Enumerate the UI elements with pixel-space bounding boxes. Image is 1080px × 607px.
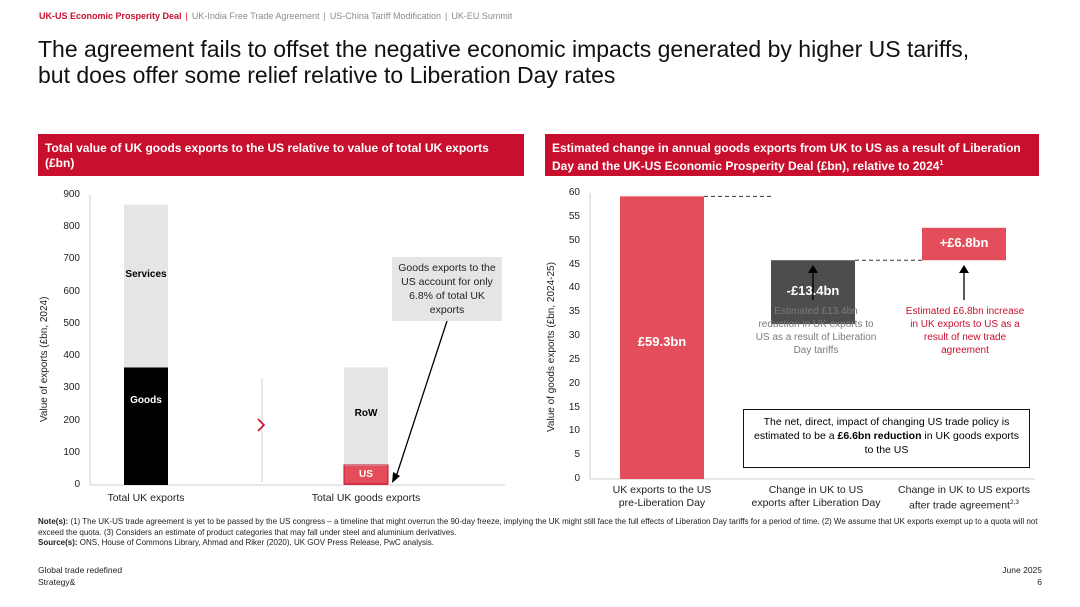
cat-agr-line2: after trade agreement bbox=[908, 499, 1010, 511]
left-callout-pointer bbox=[394, 320, 448, 481]
left-y-tick-label: 800 bbox=[63, 221, 80, 233]
cat-lib-line1: Change in UK to US bbox=[768, 484, 864, 496]
left-segment-label: Services bbox=[125, 269, 167, 281]
cat-pre-line1: UK exports to the US bbox=[612, 484, 712, 496]
left-y-axis-label: Value of exports (£bn, 2024) bbox=[39, 296, 50, 422]
left-y-tick-label: 700 bbox=[63, 253, 80, 265]
left-y-tick-label: 900 bbox=[63, 189, 80, 200]
arrow-up-icon bbox=[808, 265, 818, 273]
left-segment-label: RoW bbox=[354, 407, 378, 419]
right-bar-value-label: £59.3bn bbox=[637, 333, 687, 349]
right-bar-value-label: +£6.8bn bbox=[939, 235, 989, 250]
right-bar-2 bbox=[922, 227, 1006, 261]
footer-doc-title: Global trade redefined bbox=[38, 565, 123, 575]
left-y-tick-label: 200 bbox=[63, 414, 80, 426]
right-y-tick-label: 20 bbox=[568, 377, 580, 389]
right-panel-heading: Estimated change in annual goods exports… bbox=[545, 134, 1039, 176]
left-x-category-total: Total UK exports bbox=[107, 492, 185, 504]
right-y-tick-label: 40 bbox=[568, 282, 580, 294]
right-heading-text: Estimated change in annual goods exports… bbox=[552, 141, 1021, 173]
left-us-highlight bbox=[343, 464, 389, 485]
right-x-category-agreement: Change in UK to US exports after trade a… bbox=[888, 484, 1040, 512]
right-x-category-pre: UK exports to the US pre-Liberation Day bbox=[602, 484, 722, 509]
left-y-tick-label: 100 bbox=[63, 446, 80, 458]
cat-agr-sup: 2,3 bbox=[1009, 498, 1020, 506]
cat-agr-line1: Change in UK to US exports bbox=[898, 484, 1030, 496]
page-title: The agreement fails to offset the negati… bbox=[38, 36, 1048, 88]
notes-text: (1) The UK-US trade agreement is yet to … bbox=[38, 517, 1038, 537]
left-callout: Goods exports to the US account for only… bbox=[392, 257, 502, 321]
left-segment-label: US bbox=[359, 469, 373, 481]
left-y-tick-label: 400 bbox=[63, 350, 80, 362]
summary-post: in UK goods exports to the US bbox=[864, 430, 1019, 456]
right-y-tick-label: 50 bbox=[568, 234, 580, 246]
cat-lib-line2: exports after Liberation Day bbox=[751, 496, 881, 509]
right-y-tick-label: 55 bbox=[568, 210, 580, 222]
title-line-1: The agreement fails to offset the negati… bbox=[38, 36, 970, 62]
sources-label: Source(s): bbox=[38, 538, 78, 547]
left-x-category-goods: Total UK goods exports bbox=[311, 492, 421, 504]
left-bar-us bbox=[344, 465, 388, 485]
summary-pre: The net, direct, impact of changing US t… bbox=[754, 416, 1010, 442]
section-tabs: UK-US Economic Prosperity Deal | UK-India … bbox=[39, 11, 513, 21]
annotation-decrease: Estimated £13.4bn reduction in UK export… bbox=[755, 306, 877, 356]
summary-bold: £6.6bn reduction bbox=[837, 430, 922, 442]
right-y-tick-label: 10 bbox=[568, 425, 580, 437]
left-y-tick-label: 0 bbox=[74, 479, 80, 490]
left-panel-heading: Total value of UK goods exports to the U… bbox=[38, 134, 524, 176]
page-number: 6 bbox=[1037, 577, 1042, 587]
footer-brand: Strategy& bbox=[38, 577, 76, 587]
footnotes: Note(s): (1) The UK-US trade agreement i… bbox=[38, 517, 1038, 549]
right-y-tick-label: 30 bbox=[568, 330, 580, 341]
tab-uk-eu[interactable]: UK-EU Summit bbox=[451, 11, 513, 21]
right-y-tick-label: 45 bbox=[568, 258, 580, 270]
left-bar-services bbox=[124, 204, 168, 368]
chevron-right-icon bbox=[257, 418, 266, 432]
right-bar-value-label: -£13.4bn bbox=[786, 283, 840, 299]
notes-label: Note(s): bbox=[38, 517, 69, 526]
footer-left: Global trade redefined Strategy& bbox=[38, 564, 122, 588]
right-heading-sup: 1 bbox=[939, 160, 944, 167]
left-callout-arrowhead bbox=[392, 472, 400, 483]
footer-right: June 2025 6 bbox=[1002, 564, 1042, 588]
annotation-increase: Estimated £6.8bn increase in UK exports … bbox=[905, 306, 1025, 356]
summary-box: The net, direct, impact of changing US t… bbox=[743, 409, 1030, 468]
cat-pre-line2: pre-Liberation Day bbox=[618, 496, 706, 509]
right-x-category-liberation: Change in UK to US exports after Liberat… bbox=[743, 484, 889, 509]
left-y-tick-label: 600 bbox=[63, 285, 80, 297]
tab-us-china[interactable]: US-China Tariff Modification bbox=[329, 11, 442, 21]
footer-date: June 2025 bbox=[1002, 565, 1042, 575]
arrow-up-icon bbox=[959, 265, 969, 273]
left-bar-goods bbox=[124, 367, 168, 485]
tab-uk-india[interactable]: UK-India Free Trade Agreement bbox=[191, 11, 320, 21]
right-y-tick-label: 15 bbox=[568, 401, 580, 413]
right-y-tick-label: 35 bbox=[568, 306, 580, 318]
title-line-2: but does offer some relief relative to L… bbox=[38, 62, 616, 88]
right-y-tick-label: 0 bbox=[574, 473, 580, 484]
right-y-tick-label: 25 bbox=[568, 353, 580, 365]
right-bar-0 bbox=[620, 196, 704, 479]
right-y-tick-label: 60 bbox=[568, 187, 580, 198]
sources-text: ONS, House of Commons Library, Ahmad and… bbox=[77, 538, 434, 547]
left-y-tick-label: 500 bbox=[63, 317, 80, 329]
right-y-tick-label: 5 bbox=[574, 449, 580, 461]
left-bar-row bbox=[344, 367, 388, 466]
tab-uk-us-deal[interactable]: UK-US Economic Prosperity Deal bbox=[39, 11, 182, 21]
left-y-tick-label: 300 bbox=[63, 382, 80, 394]
left-segment-label: Goods bbox=[130, 395, 162, 406]
